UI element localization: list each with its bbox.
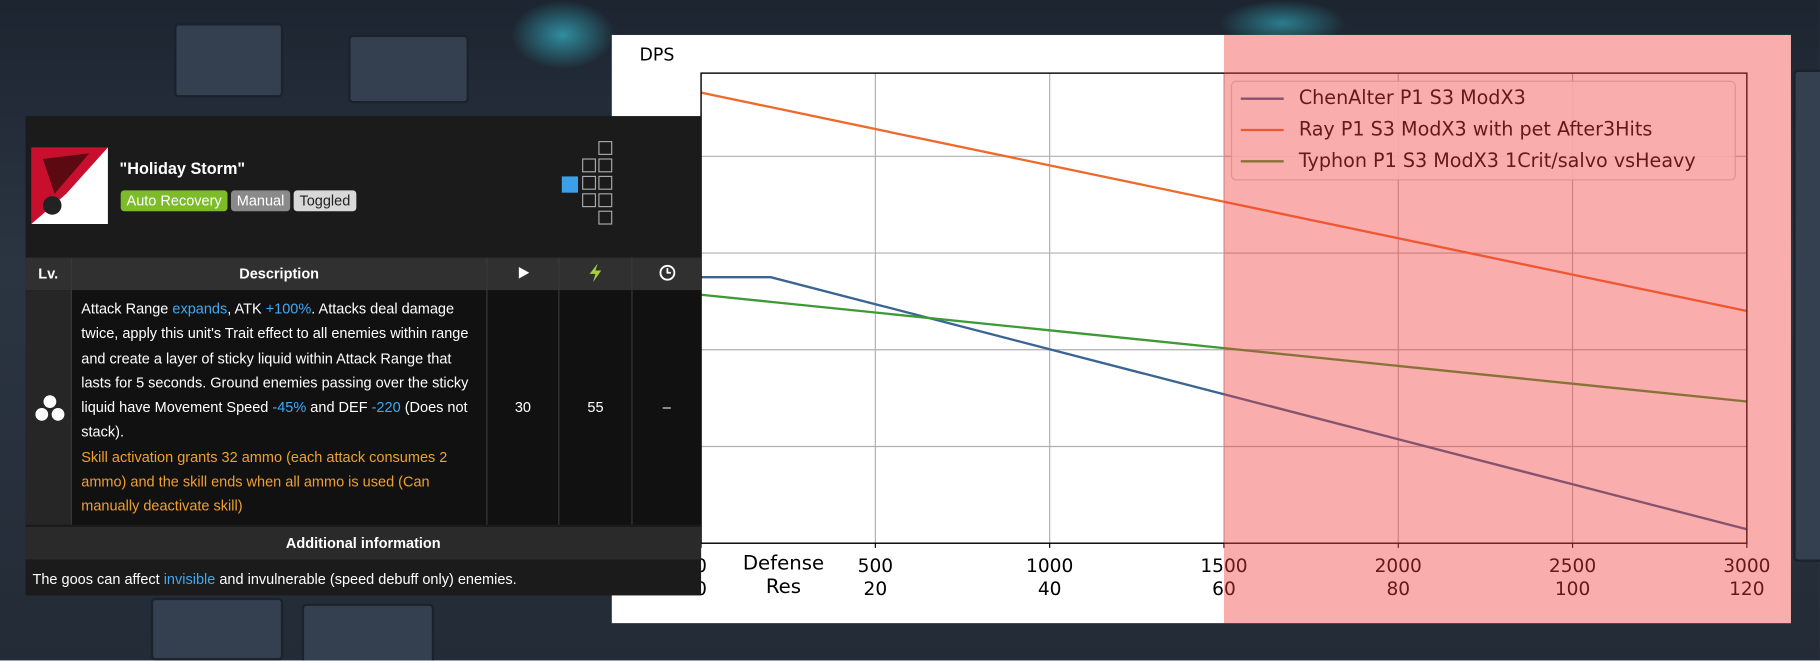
- tag: Manual: [230, 190, 291, 212]
- text-segment: +100%: [265, 300, 312, 317]
- note: Skill activation grants 32 ammo (each at…: [81, 448, 448, 515]
- series-line: [700, 293, 1747, 403]
- legend-label: ChenAlter P1 S3 ModX3: [1299, 86, 1526, 109]
- duration: 30: [487, 290, 560, 525]
- tags: Auto Recovery Manual Toggled: [120, 190, 360, 212]
- chart: ChenAlter P1 S3 ModX3 Ray P1 S3 ModX3 wit…: [611, 34, 1791, 624]
- floor-tile: [150, 597, 284, 661]
- x-tick-label: 2000: [1375, 556, 1422, 577]
- skill-title: "Holiday Storm": [119, 159, 246, 178]
- text-segment: -45%: [272, 399, 307, 416]
- series-line: [701, 276, 1748, 531]
- legend-label: Typhon P1 S3 ModX3 1Crit/salvo vsHeavy: [1298, 149, 1696, 172]
- x2-axis-label: Res: [766, 575, 801, 598]
- x-tick-label: 2500: [1549, 556, 1596, 577]
- floor-tile: [348, 34, 469, 104]
- tag: Auto Recovery: [120, 190, 228, 212]
- x-tick-label: 1500: [1200, 556, 1247, 577]
- x-tick-label: 500: [858, 556, 893, 577]
- initial-sp: –: [632, 290, 702, 525]
- range-grid: [561, 141, 613, 225]
- x2-tick-label: 40: [1038, 579, 1062, 600]
- legend-box: [1230, 80, 1736, 181]
- text-segment: expands: [172, 300, 228, 317]
- text-segment: and invulnerable (speed debuff only) ene…: [215, 571, 517, 588]
- col-header: Description: [71, 257, 488, 291]
- text-segment: and DEF: [306, 399, 372, 416]
- col-header-icon: [559, 257, 633, 291]
- x2-tick-label: 80: [1386, 579, 1410, 600]
- floor-tile: [1793, 69, 1820, 562]
- tag: Toggled: [293, 190, 357, 212]
- text-segment: (Does not stack).: [81, 399, 468, 441]
- description: Attack Range expands, ATK +100%. Attacks…: [81, 301, 468, 441]
- description-cell: Attack Range expands, ATK +100%. Attacks…: [71, 290, 488, 525]
- text-segment: invisible: [163, 571, 216, 588]
- level-cell: [25, 290, 72, 525]
- x-tick-label: 1000: [1026, 556, 1073, 577]
- x-axis-label: Defense: [743, 552, 824, 575]
- text-segment: Attack Range: [81, 300, 173, 317]
- col-header-icon: [632, 257, 702, 291]
- series-line: [700, 91, 1748, 313]
- text-segment: -220: [371, 399, 401, 416]
- x2-tick-label: 120: [1729, 579, 1764, 600]
- additional-info: The goos can affect invisible and invuln…: [32, 571, 516, 587]
- skill-icon: [31, 147, 108, 225]
- highlight-region: [1223, 34, 1791, 624]
- y-axis-label: DPS: [640, 46, 675, 66]
- text-segment: . Attacks deal damage twice, apply this …: [81, 300, 469, 416]
- x-tick-label: 3000: [1723, 556, 1770, 577]
- x2-tick-label: 60: [1212, 579, 1236, 600]
- skill-tooltip: "Holiday Storm" Auto Recovery Manual Toggl…: [25, 116, 702, 596]
- floor-tile: [174, 23, 284, 98]
- text-segment: , ATK: [227, 300, 266, 317]
- section-header: Additional information: [25, 526, 702, 560]
- text-segment: The goos can affect: [32, 571, 164, 588]
- glow: [510, 0, 616, 70]
- sp-cost: 55: [559, 290, 633, 525]
- x2-tick-label: 100: [1555, 579, 1590, 600]
- floor-tile: [301, 603, 435, 661]
- col-header: Lv.: [25, 257, 72, 291]
- legend: ChenAlter P1 S3 ModX3 Ray P1 S3 ModX3 wit…: [1230, 80, 1736, 181]
- legend-label: Ray P1 S3 ModX3 with pet After3Hits: [1299, 117, 1653, 140]
- plot-lines: [700, 91, 1748, 531]
- x2-tick-label: 20: [864, 579, 888, 600]
- col-header-icon: [487, 257, 560, 291]
